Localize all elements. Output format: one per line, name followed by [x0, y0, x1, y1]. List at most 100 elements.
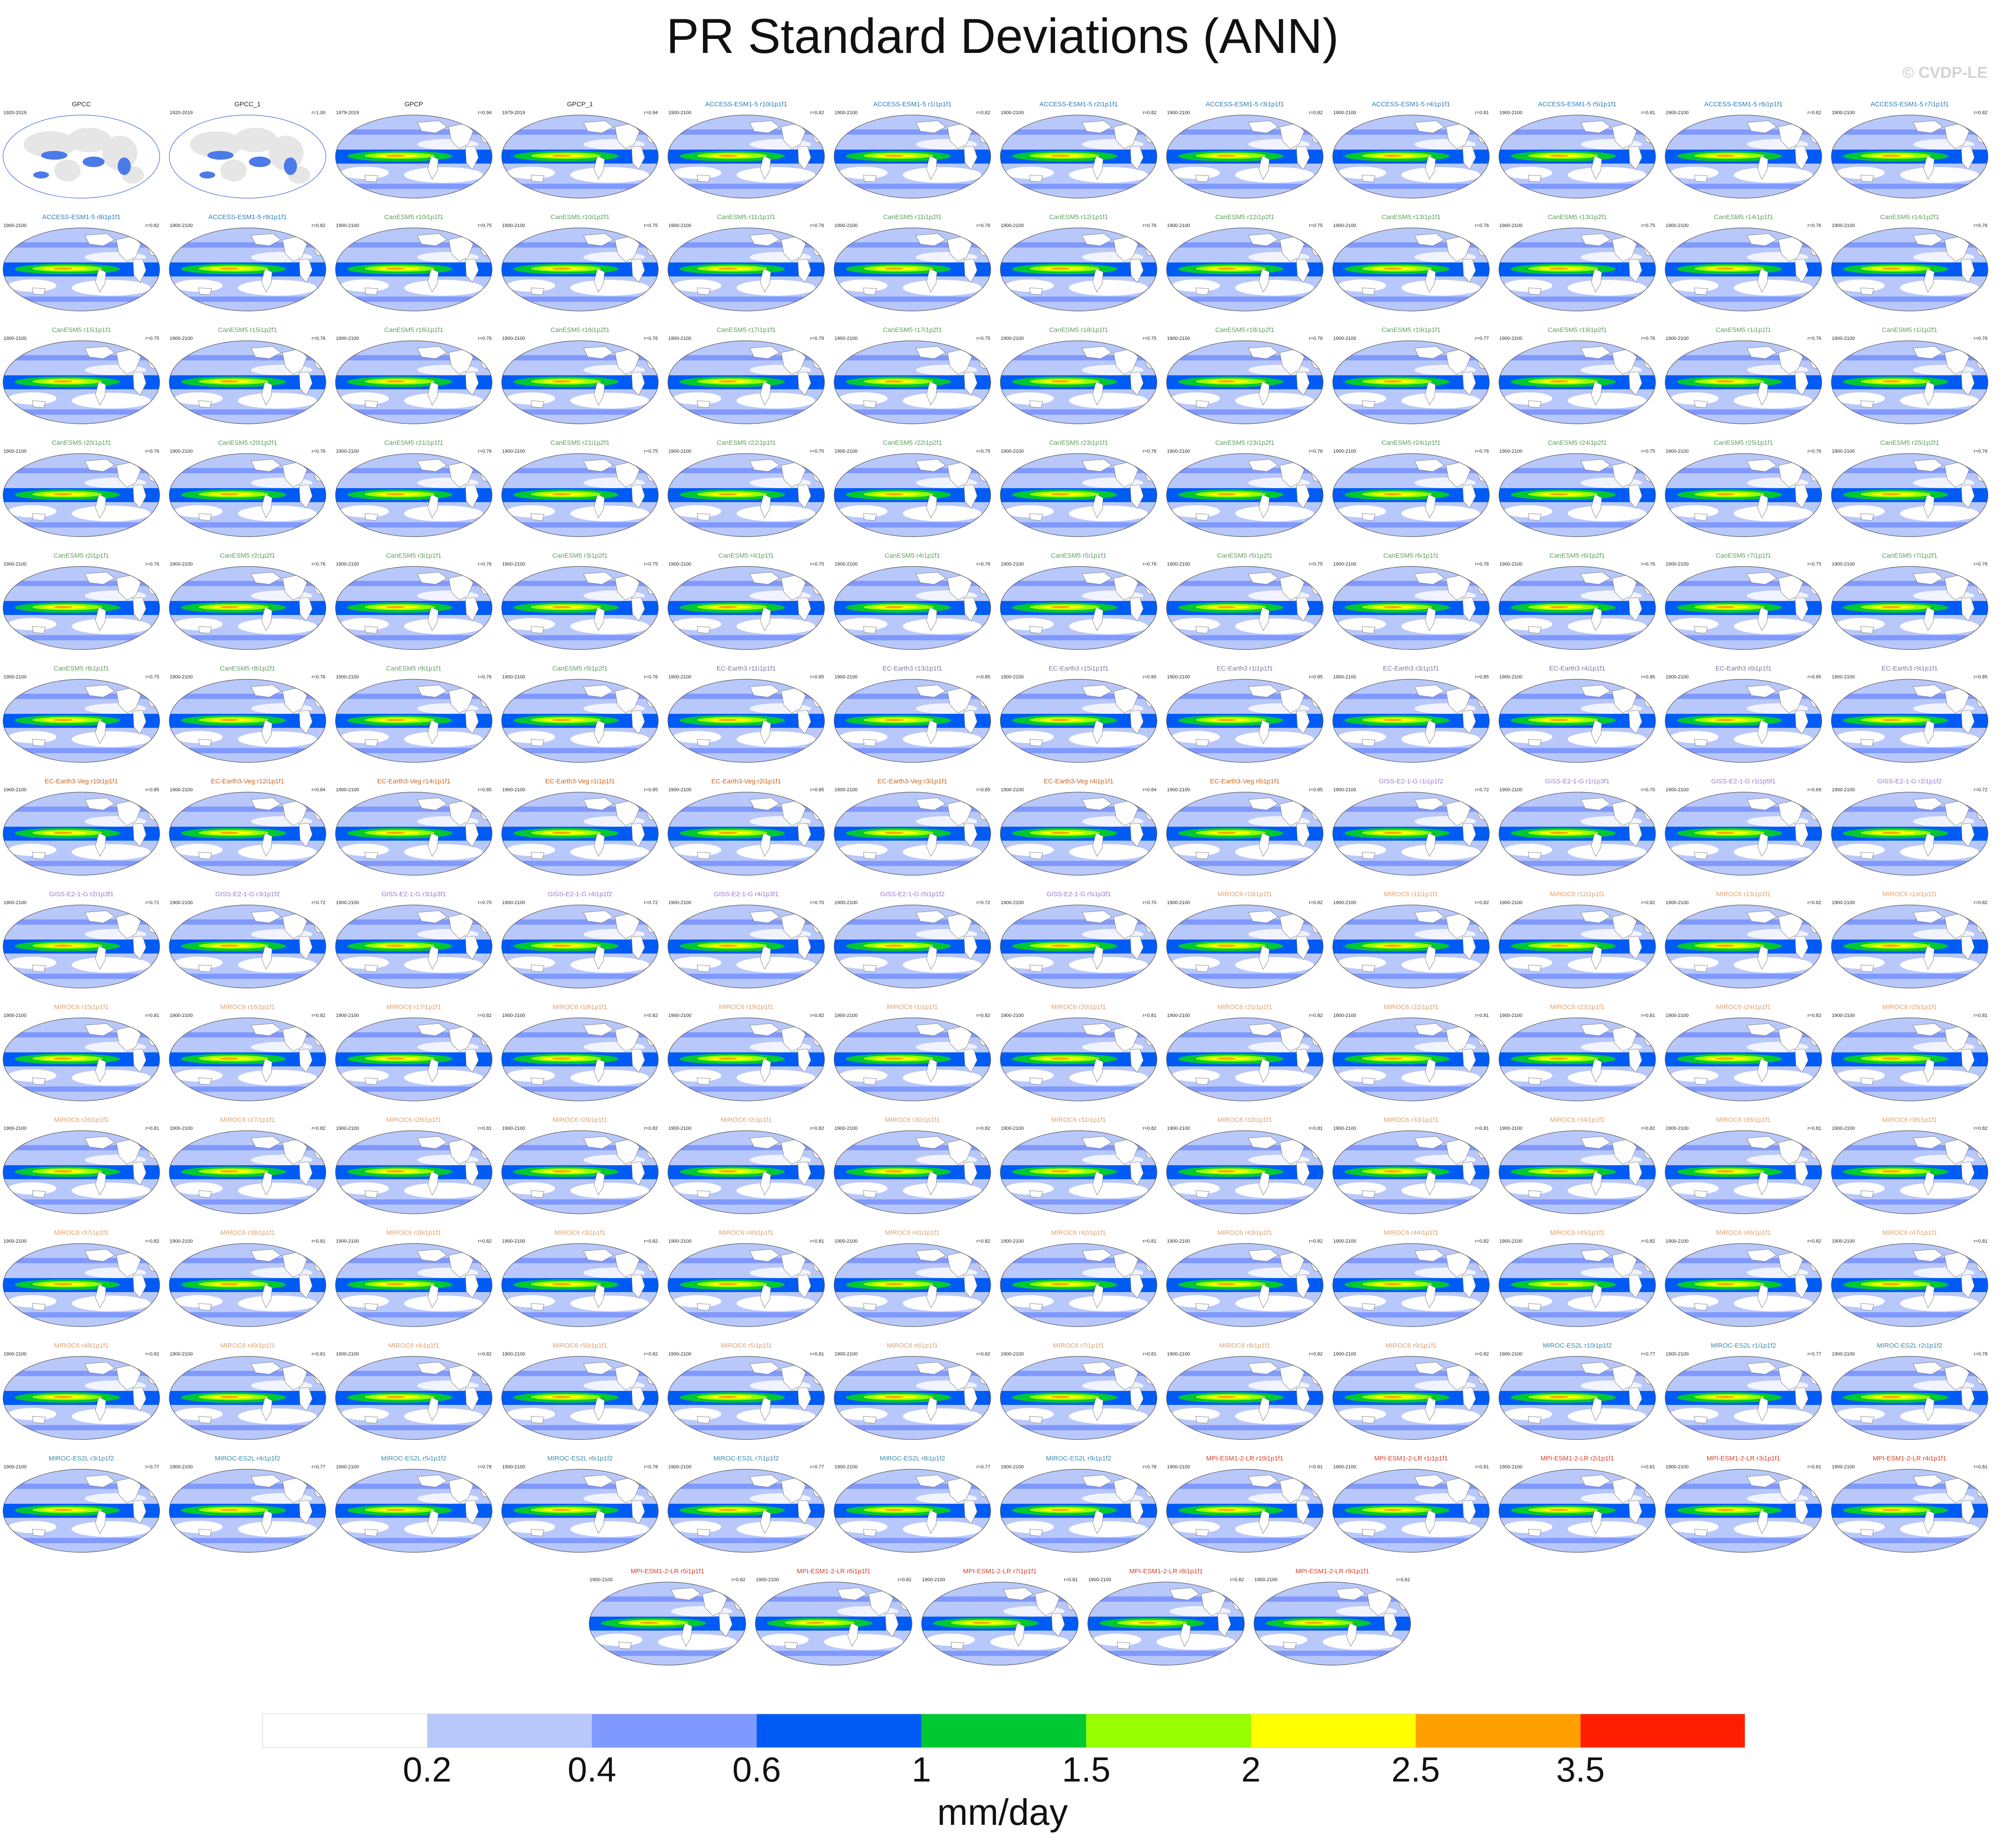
map-image	[667, 227, 825, 311]
panel-period: 1979-2019	[336, 110, 359, 115]
map-image	[1499, 1469, 1656, 1553]
map-image	[1000, 1243, 1157, 1327]
panel-period: 1900-2100	[1001, 449, 1024, 454]
panel-period: 1900-2100	[756, 1577, 779, 1583]
map-panel: CanESM5 r25i1p1f1 1900-2100 r=0.76	[1664, 439, 1823, 538]
map-image	[834, 1243, 991, 1327]
panel-correlation: r=0.76	[976, 562, 991, 567]
panel-period: 1900-2100	[1666, 562, 1689, 567]
panel-correlation: r=0.76	[1807, 223, 1822, 228]
panel-title: MIROC-ES2L r5i1p1f2	[381, 1455, 447, 1462]
panel-period: 1900-2100	[1832, 1464, 1855, 1470]
panel-correlation: r=0.82	[810, 1126, 824, 1131]
map-panel: MIROC6 r41i1p1f1 1900-2100 r=0.82	[833, 1229, 992, 1328]
panel-correlation: r=0.82	[311, 223, 326, 228]
map-panel: EC-Earth3 r6i1p1f1 1900-2100 r=0.85	[1664, 665, 1823, 764]
map-panel: CanESM5 r23i1p1f1 1900-2100 r=0.76	[999, 439, 1158, 538]
map-panel: GISS-E2-1-G r1i1p5f1 1900-2100 r=0.69	[1664, 778, 1823, 877]
map-image	[1665, 1017, 1822, 1101]
panel-title: GISS-E2-1-G r5i1p3f1	[1046, 891, 1111, 898]
panel-title: ACCESS-ESM1-5 r2i1p1f1	[1039, 101, 1118, 108]
colorbar-tick-label: 0.2	[403, 1750, 452, 1789]
panel-title: MIROC6 r15i1p1f1	[54, 1003, 109, 1011]
map-image	[667, 115, 825, 199]
map-image	[1166, 1243, 1324, 1327]
map-panel: MIROC6 r35i1p1f1 1900-2100 r=0.81	[1664, 1116, 1823, 1215]
map-panel: CanESM5 r8i1p2f1 1900-2100 r=0.76	[168, 665, 327, 764]
colorbar-swatch	[592, 1714, 757, 1748]
panel-title: MIROC6 r18i1p1f1	[552, 1003, 608, 1011]
map-image	[335, 1356, 493, 1440]
panel-period: 1900-2100	[1001, 110, 1024, 115]
panel-title: MIROC6 r35i1p1f1	[1716, 1116, 1771, 1124]
map-image	[3, 1243, 160, 1327]
panel-title: ACCESS-ESM1-5 r6i1p1f1	[1704, 101, 1783, 108]
map-image	[1332, 453, 1490, 537]
panel-period: 1900-2100	[502, 787, 525, 793]
panel-period: 1979-2019	[502, 110, 525, 115]
panel-title: MIROC6 r19i1p1f1	[719, 1003, 774, 1011]
panel-correlation: r=0.76	[478, 336, 492, 341]
panel-period: 1900-2100	[1333, 1352, 1356, 1357]
panel-correlation: r=0.82	[1641, 1239, 1656, 1244]
panel-title: CanESM5 r14i1p2f1	[1880, 213, 1939, 221]
map-image	[1166, 1130, 1324, 1214]
panel-title: MIROC6 r14i1p1f1	[1882, 891, 1937, 898]
panel-period: 1900-2100	[1333, 1126, 1356, 1131]
panel-period: 1900-2100	[1088, 1577, 1111, 1583]
panel-period: 1900-2100	[170, 336, 193, 341]
panel-period: 1900-2100	[835, 336, 858, 341]
panel-period: 1900-2100	[170, 1013, 193, 1018]
map-panel: GISS-E2-1-G r5i1p3f1 1900-2100 r=0.70	[999, 891, 1158, 989]
panel-period: 1900-2100	[1001, 562, 1024, 567]
panel-correlation: r=0.78	[1974, 1352, 1988, 1357]
panel-correlation: r=0.81	[1641, 110, 1656, 115]
panel-correlation: r=0.81	[1309, 1126, 1323, 1131]
map-panel: CanESM5 r5i1p2f1 1900-2100 r=0.75	[1165, 552, 1324, 651]
map-image	[1332, 905, 1490, 989]
panel-title: MIROC6 r31i1p1f1	[1051, 1116, 1106, 1124]
panel-correlation: r=0.81	[1475, 110, 1489, 115]
map-image	[501, 227, 659, 311]
panel-title: MIROC6 r30i1p1f1	[885, 1116, 940, 1124]
panel-correlation: r=0.82	[478, 1239, 492, 1244]
panel-title: MIROC6 r5i1p1f1	[720, 1342, 772, 1349]
panel-period: 1900-2100	[1666, 900, 1689, 905]
panel-period: 1900-2100	[1167, 110, 1190, 115]
map-image	[335, 1469, 493, 1553]
panel-title: EC-Earth3-Veg r4i1p1f1	[1044, 778, 1114, 785]
panel-period: 1900-2100	[170, 900, 193, 905]
panel-period: 1900-2100	[1001, 1013, 1024, 1018]
map-image	[1665, 1243, 1822, 1327]
map-panel: MIROC6 r6i1p1f1 1900-2100 r=0.82	[833, 1342, 992, 1441]
map-panel: CanESM5 r1i1p2f1 1900-2100 r=0.76	[1830, 326, 1989, 425]
panel-correlation: r=0.75	[644, 449, 658, 454]
map-panel: MPI-ESM1-2-LR r3i1p1f1 1900-2100 r=0.81	[1664, 1455, 1823, 1554]
panel-correlation: r=0.75	[976, 449, 991, 454]
panel-correlation: r=0.82	[1807, 1239, 1822, 1244]
map-image	[335, 340, 493, 424]
panel-title: GPCC	[72, 101, 91, 108]
panel-correlation: r=0.76	[311, 336, 326, 341]
panel-correlation: r=0.77	[1475, 336, 1489, 341]
map-image	[335, 1243, 493, 1327]
map-panel: ACCESS-ESM1-5 r3i1p1f1 1900-2100 r=0.82	[1165, 101, 1324, 199]
panel-title: CanESM5 r24i1p1f1	[1381, 439, 1441, 447]
panel-correlation: r=0.82	[145, 1352, 160, 1357]
map-panel: MIROC6 r13i1p1f1 1900-2100 r=0.82	[1664, 891, 1823, 989]
panel-title: CanESM5 r24i1p2f1	[1547, 439, 1607, 447]
panel-correlation: r=0.81	[810, 1352, 824, 1357]
panel-correlation: r=0.81	[1807, 1126, 1822, 1131]
panel-period: 1900-2100	[3, 900, 27, 905]
panel-period: 1900-2100	[1666, 674, 1689, 680]
panel-period: 1900-2100	[1666, 449, 1689, 454]
map-image	[3, 905, 160, 989]
map-panel: MIROC6 r43i1p1f1 1900-2100 r=0.82	[1165, 1229, 1324, 1328]
map-panel: CanESM5 r21i1p2f1 1900-2100 r=0.75	[500, 439, 660, 538]
map-image	[169, 566, 326, 650]
map-image	[169, 115, 326, 199]
panel-correlation: r=0.82	[976, 1239, 991, 1244]
panel-period: 1900-2100	[668, 562, 692, 567]
map-image	[1499, 679, 1656, 763]
panel-correlation: r=0.85	[478, 787, 492, 793]
